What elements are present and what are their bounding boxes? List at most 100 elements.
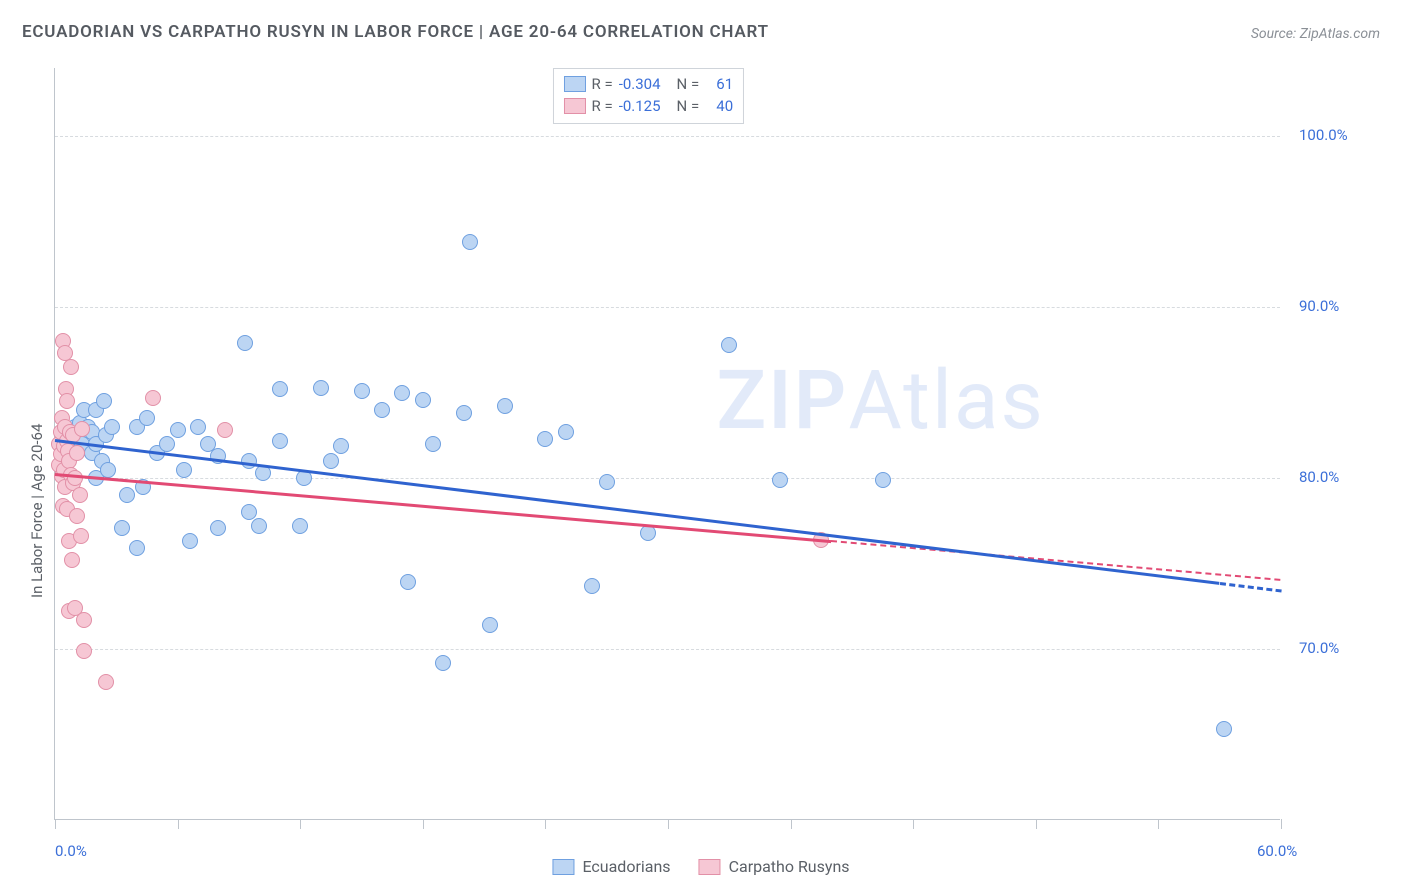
legend-n-label: N = [677,97,700,115]
gridline [55,649,1280,650]
data-point [558,424,574,440]
data-point [119,487,135,503]
data-point [72,487,88,503]
x-tick [1158,819,1159,829]
series-legend: Ecuadorians Carpatho Rusyns [552,857,849,876]
x-tick [300,819,301,829]
legend-n-value: 61 [705,75,733,93]
correlation-legend: R = -0.304 N = 61 R = -0.125 N = 40 [552,68,744,124]
data-point [69,445,85,461]
data-point [139,410,155,426]
data-point [462,234,478,250]
x-tick [55,819,56,829]
x-tick [178,819,179,829]
x-tick [668,819,669,829]
chart-title: ECUADORIAN VS CARPATHO RUSYN IN LABOR FO… [22,22,769,42]
data-point [73,528,89,544]
data-point [76,643,92,659]
data-point [190,419,206,435]
x-tick-label: 60.0% [1257,842,1297,860]
data-point [67,470,83,486]
data-point [251,518,267,534]
data-point [129,540,145,556]
y-tick-label: 100.0% [1299,126,1348,144]
data-point [415,392,431,408]
trendline-extrapolated [831,540,1281,581]
data-point [721,337,737,353]
data-point [313,380,329,396]
gridline [55,478,1280,479]
data-point [456,405,472,421]
legend-n-label: N = [677,75,700,93]
data-point [100,462,116,478]
legend-r-value: -0.125 [619,97,661,115]
data-point [145,390,161,406]
y-tick-label: 80.0% [1299,468,1339,486]
x-tick [1281,819,1282,829]
legend-label: Carpatho Rusyns [729,857,850,876]
data-point [76,612,92,628]
data-point [354,383,370,399]
x-tick [791,819,792,829]
data-point [69,508,85,524]
gridline [55,136,1280,137]
legend-swatch [563,76,585,92]
data-point [374,402,390,418]
watermark-bold: ZIP [717,353,849,449]
legend-n-value: 40 [705,97,733,115]
data-point [1216,721,1232,737]
y-tick-label: 90.0% [1299,297,1339,315]
x-tick [1036,819,1037,829]
data-point [425,436,441,452]
data-point [98,674,114,690]
legend-r-label: R = [591,75,612,93]
legend-item: Carpatho Rusyns [699,857,850,876]
data-point [272,381,288,397]
data-point [64,552,80,568]
data-point [435,655,451,671]
gridline [55,307,1280,308]
data-point [114,520,130,536]
plot-area: R = -0.304 N = 61 R = -0.125 N = 40 ZIPAtla… [54,68,1280,820]
data-point [272,433,288,449]
legend-swatch [552,859,574,875]
data-point [497,398,513,414]
data-point [104,419,120,435]
data-point [170,422,186,438]
legend-r-value: -0.304 [619,75,661,93]
data-point [176,462,192,478]
data-point [599,474,615,490]
x-tick [423,819,424,829]
data-point [96,393,112,409]
data-point [394,385,410,401]
data-point [292,518,308,534]
data-point [159,436,175,452]
legend-row: R = -0.125 N = 40 [563,95,733,117]
data-point [217,422,233,438]
watermark-light: Atlas [848,353,1045,449]
watermark: ZIPAtlas [717,353,1045,449]
x-tick-label: 0.0% [55,842,87,860]
data-point [182,533,198,549]
data-point [333,438,349,454]
data-point [241,453,257,469]
data-point [400,574,416,590]
source-label: Source: ZipAtlas.com [1251,26,1380,42]
data-point [63,359,79,375]
data-point [323,453,339,469]
legend-swatch [699,859,721,875]
legend-item: Ecuadorians [552,857,670,876]
x-tick [545,819,546,829]
legend-row: R = -0.304 N = 61 [563,73,733,95]
data-point [875,472,891,488]
data-point [237,335,253,351]
y-axis-title: In Labor Force | Age 20-64 [28,424,46,598]
legend-swatch [563,98,585,114]
x-tick [913,819,914,829]
legend-r-label: R = [591,97,612,115]
legend-label: Ecuadorians [582,857,670,876]
chart: In Labor Force | Age 20-64 R = -0.304 N =… [22,58,1380,878]
data-point [74,421,90,437]
data-point [482,617,498,633]
trendline [55,439,1220,585]
